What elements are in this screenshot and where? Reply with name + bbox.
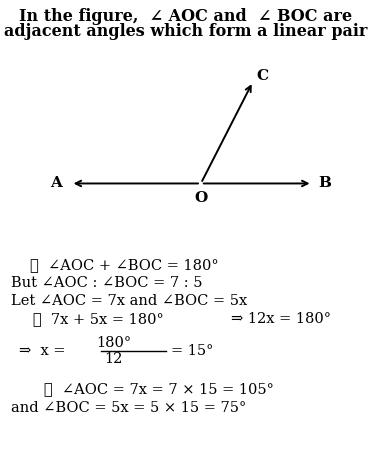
- Text: ∴  ∠AOC + ∠BOC = 180°: ∴ ∠AOC + ∠BOC = 180°: [30, 258, 218, 272]
- Text: ⇒ 12x = 180°: ⇒ 12x = 180°: [231, 313, 331, 326]
- Text: ⇒  x =: ⇒ x =: [19, 344, 65, 358]
- Text: B: B: [318, 177, 331, 190]
- Text: 180°: 180°: [96, 336, 131, 350]
- Text: A: A: [51, 177, 62, 190]
- Text: In the figure,  ∠ AOC and  ∠ BOC are: In the figure, ∠ AOC and ∠ BOC are: [19, 8, 353, 25]
- Text: = 15°: = 15°: [171, 344, 214, 358]
- Text: ∴  7x + 5x = 180°: ∴ 7x + 5x = 180°: [19, 313, 163, 326]
- Text: 12: 12: [104, 352, 123, 366]
- Text: O: O: [194, 191, 208, 205]
- Text: ∴  ∠AOC = 7x = 7 × 15 = 105°: ∴ ∠AOC = 7x = 7 × 15 = 105°: [30, 383, 274, 396]
- Text: But ∠AOC : ∠BOC = 7 : 5: But ∠AOC : ∠BOC = 7 : 5: [11, 276, 203, 290]
- Text: Let ∠AOC = 7x and ∠BOC = 5x: Let ∠AOC = 7x and ∠BOC = 5x: [11, 294, 247, 308]
- Text: C: C: [256, 69, 268, 83]
- Text: and ∠BOC = 5x = 5 × 15 = 75°: and ∠BOC = 5x = 5 × 15 = 75°: [11, 401, 246, 414]
- Text: adjacent angles which form a linear pair: adjacent angles which form a linear pair: [4, 23, 368, 40]
